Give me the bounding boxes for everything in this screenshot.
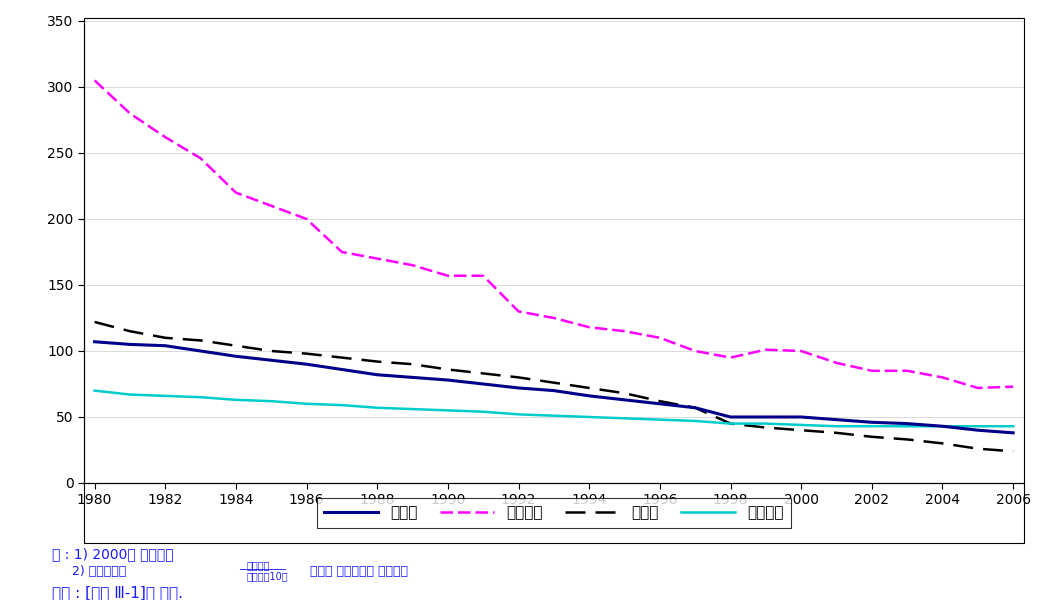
Text: 주 : 1) 2000년 불변가격: 주 : 1) 2000년 불변가격 [52,547,174,561]
Text: ＝단위 부가가치당 취업자수: ＝단위 부가가치당 취업자수 [310,565,407,578]
Text: 자료 : [그림 Ⅲ-1]과 같음.: 자료 : [그림 Ⅲ-1]과 같음. [52,585,184,600]
Text: 부가가치10억: 부가가치10억 [247,571,289,581]
Legend: 전산업, 농림어업, 광공업, 서비스업: 전산업, 농림어업, 광공업, 서비스업 [317,498,791,528]
Text: 취업자수: 취업자수 [247,560,270,571]
Text: ────────: ──────── [239,565,287,575]
Text: 2) 취업계수＝: 2) 취업계수＝ [52,565,127,578]
